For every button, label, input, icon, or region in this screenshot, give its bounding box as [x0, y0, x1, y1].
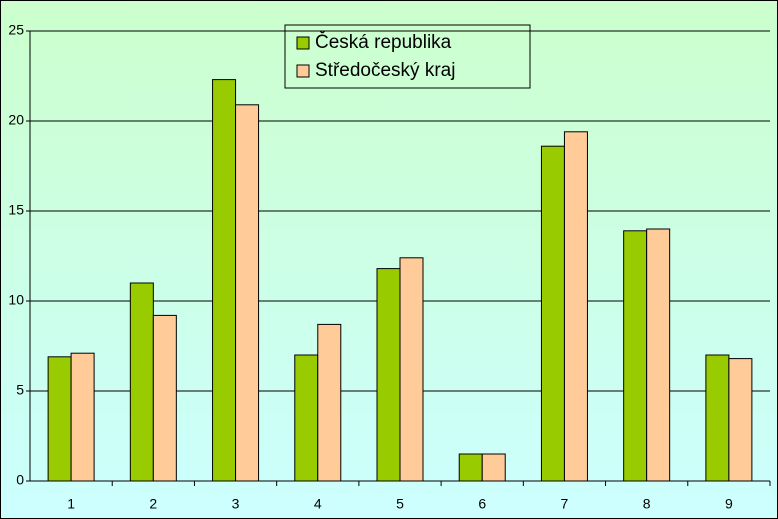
x-tick-label: 7 [561, 496, 569, 512]
x-tick-label: 3 [232, 496, 240, 512]
legend-box [284, 24, 531, 89]
bar [47, 356, 72, 482]
bar [129, 282, 154, 482]
y-tick-label: 15 [8, 202, 24, 218]
x-tick-label: 1 [67, 496, 75, 512]
bar [458, 453, 483, 482]
y-tick-label: 0 [16, 472, 24, 488]
x-tick-label: 6 [478, 496, 486, 512]
y-tick-label: 25 [8, 22, 24, 38]
legend-marker [296, 64, 310, 78]
bar [212, 79, 237, 482]
bar [399, 257, 424, 482]
bar [376, 268, 401, 482]
legend-marker [296, 36, 310, 50]
bar [294, 354, 319, 482]
bar [646, 228, 671, 482]
bar [705, 354, 730, 482]
x-tick-label: 2 [149, 496, 157, 512]
y-tick-label: 10 [8, 292, 24, 308]
bar [70, 352, 95, 482]
bar [728, 358, 753, 482]
y-tick-label: 5 [16, 382, 24, 398]
bar [563, 131, 588, 482]
x-tick-label: 9 [725, 496, 733, 512]
bar [152, 314, 177, 482]
bar [481, 453, 506, 482]
x-tick-label: 5 [396, 496, 404, 512]
legend-label: Česká republika [315, 31, 452, 53]
bar [317, 323, 342, 482]
x-tick-label: 8 [643, 496, 651, 512]
bar [623, 230, 648, 482]
y-tick-label: 20 [8, 112, 24, 128]
legend-label: Středočeský kraj [315, 60, 455, 81]
bar [235, 104, 260, 482]
bar [540, 145, 565, 482]
x-tick-label: 4 [314, 496, 322, 512]
